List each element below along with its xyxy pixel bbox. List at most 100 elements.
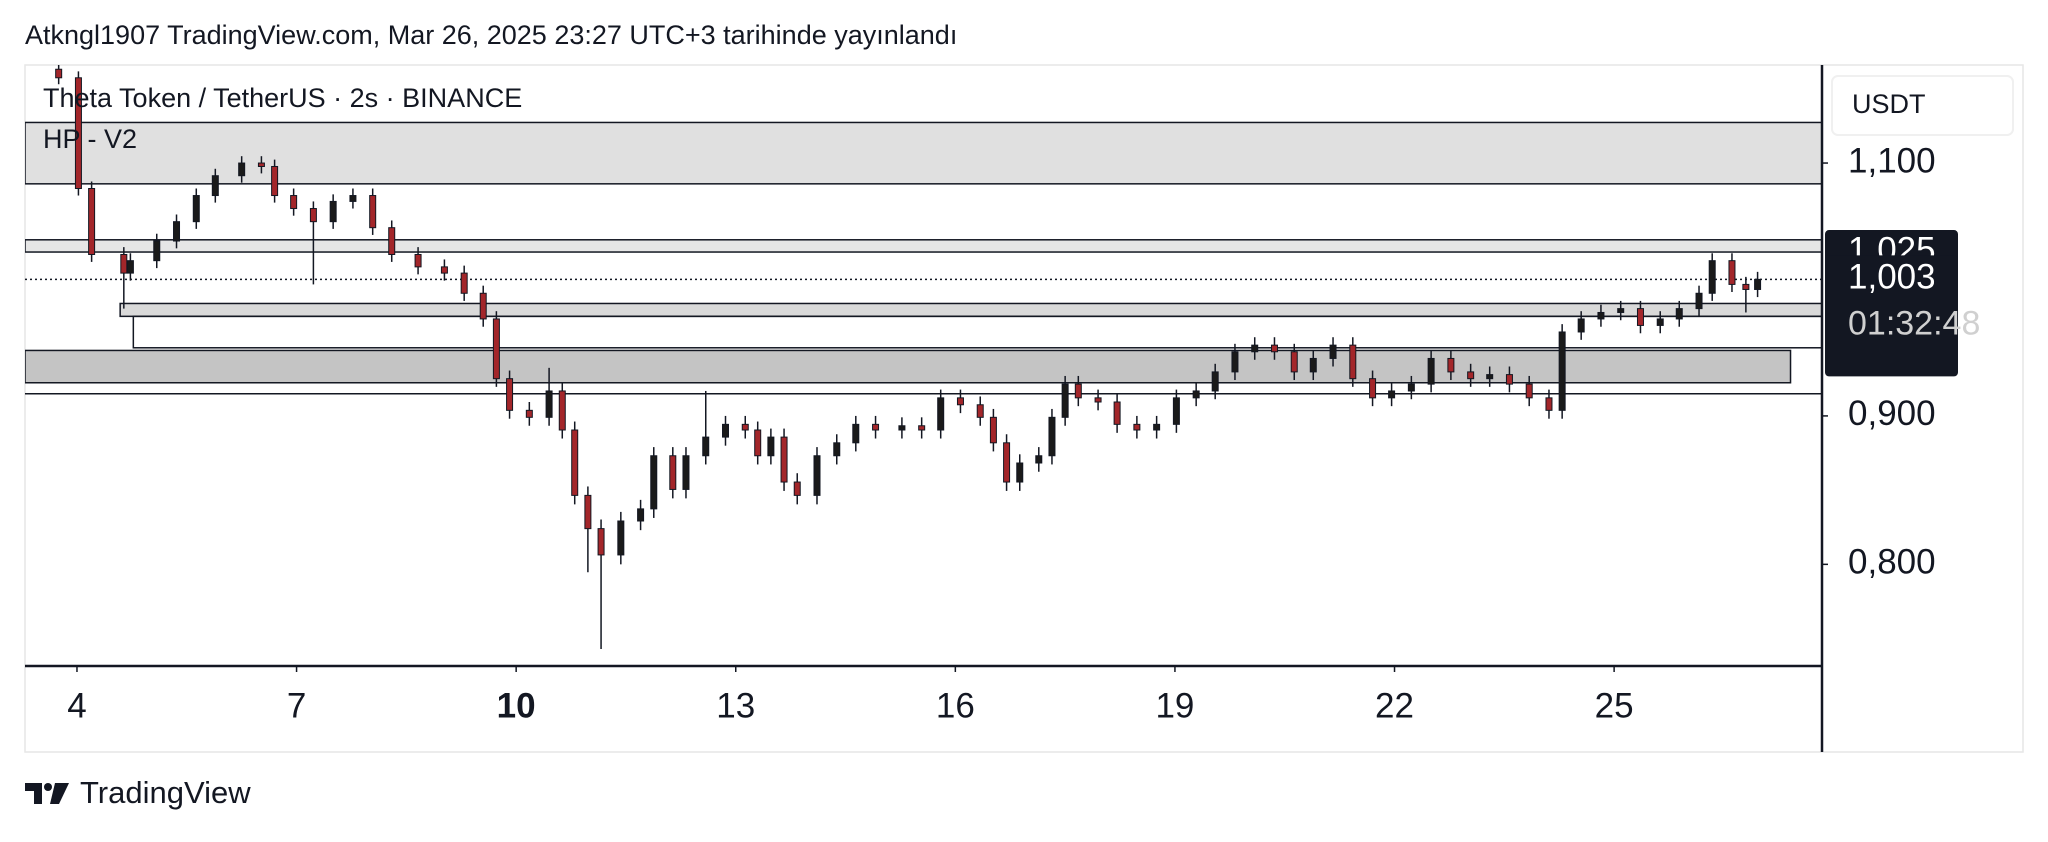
candle-body [173,221,181,242]
candle-body [754,429,762,457]
candle-body [898,425,906,431]
candle-body [271,165,279,197]
candle-body [1577,318,1585,333]
candle-body [1172,397,1180,425]
candle-body [1048,416,1056,457]
zone [25,121,1822,185]
candle-body [309,208,317,223]
tradingview-logo [25,783,69,804]
logo-part [44,783,52,791]
currency-box[interactable] [1831,75,2014,136]
candle-body [329,200,337,223]
candle-body [1309,357,1317,373]
candle-body [1061,383,1069,418]
candle-body [1467,371,1475,380]
candle-body [238,162,246,177]
countdown: 01:32:48 [1848,304,1980,342]
candle-body [1617,308,1625,313]
candle-body [1251,344,1259,353]
candle-body [1656,318,1664,326]
zone [25,239,1822,253]
candle-body [440,266,448,274]
candle-body [88,188,96,255]
candle-body [793,481,801,496]
candle-body [506,378,514,411]
candle-body [976,404,984,418]
x-tick-label: 13 [716,686,755,725]
candle-body [55,68,63,79]
symbol-title: Theta Token / TetherUS · 2s · BINANCE [43,83,522,113]
candle-body [1035,455,1043,464]
candle-body [1754,278,1762,290]
candle-body [1427,357,1435,385]
candle-body [637,508,645,522]
candle-body [702,436,710,457]
candle-body [1349,344,1357,380]
candle-body [1558,331,1566,411]
candle-body [492,318,500,380]
candle-body [741,423,749,431]
x-tick-label: 22 [1375,686,1414,725]
candle-body [1505,374,1513,385]
candle-body [1003,442,1011,483]
y-tick-label: 1,100 [1848,141,1936,180]
candle-body [1016,462,1024,483]
candle-body [290,195,298,210]
candle-body [1447,357,1455,373]
candle-body [1486,374,1494,380]
logo-part [50,783,69,804]
x-tick-label: 4 [67,686,86,725]
candle-body [1113,401,1121,425]
candle-body [192,195,200,223]
candle-body [388,227,396,255]
candle-body [1636,308,1644,326]
candle-body [1525,383,1533,399]
candle-body [872,423,880,431]
last-price-box [1825,255,1958,377]
candle-body [349,195,357,202]
candle-body [460,272,468,294]
footer-brand: TradingView [80,775,251,810]
candle-body [584,494,592,530]
candle-body [1708,260,1716,294]
candle-body [211,175,219,197]
candle-body [852,423,860,444]
candle-body [1290,351,1298,373]
currency-label[interactable]: USDT [1852,89,1926,119]
candle-body [257,162,265,167]
candle-body [833,442,841,457]
candle-body [1369,378,1377,399]
candle-body [1153,423,1161,431]
candle-body [1597,311,1605,320]
candle-body [414,253,422,268]
candle-body [767,436,775,457]
y-tick-label: 0,900 [1848,394,1936,433]
candle-body [956,397,964,406]
candle-body [126,260,134,274]
candle-body [1388,390,1396,399]
candle-body [1329,344,1337,359]
candle-body [617,520,625,556]
candle-body [545,390,553,418]
candle-body [1728,260,1736,285]
candle-body [682,455,690,490]
candle-body [1675,308,1683,320]
x-tick-label: 16 [936,686,975,725]
candle-body [571,429,579,496]
candle-body [1192,390,1200,399]
candle-body [1742,283,1750,290]
candle-body [525,409,533,418]
candle-body [669,455,677,490]
candle-body [937,397,945,431]
candle-body [153,240,161,262]
candle-body [722,423,730,438]
x-tick-label: 19 [1155,686,1194,725]
candle-body [1231,351,1239,373]
candle-body [650,455,658,510]
candle-body [1211,371,1219,392]
candle-body [120,253,128,274]
chart-frame [24,64,2024,753]
candle-body [1695,292,1703,310]
candle-body [597,528,605,556]
